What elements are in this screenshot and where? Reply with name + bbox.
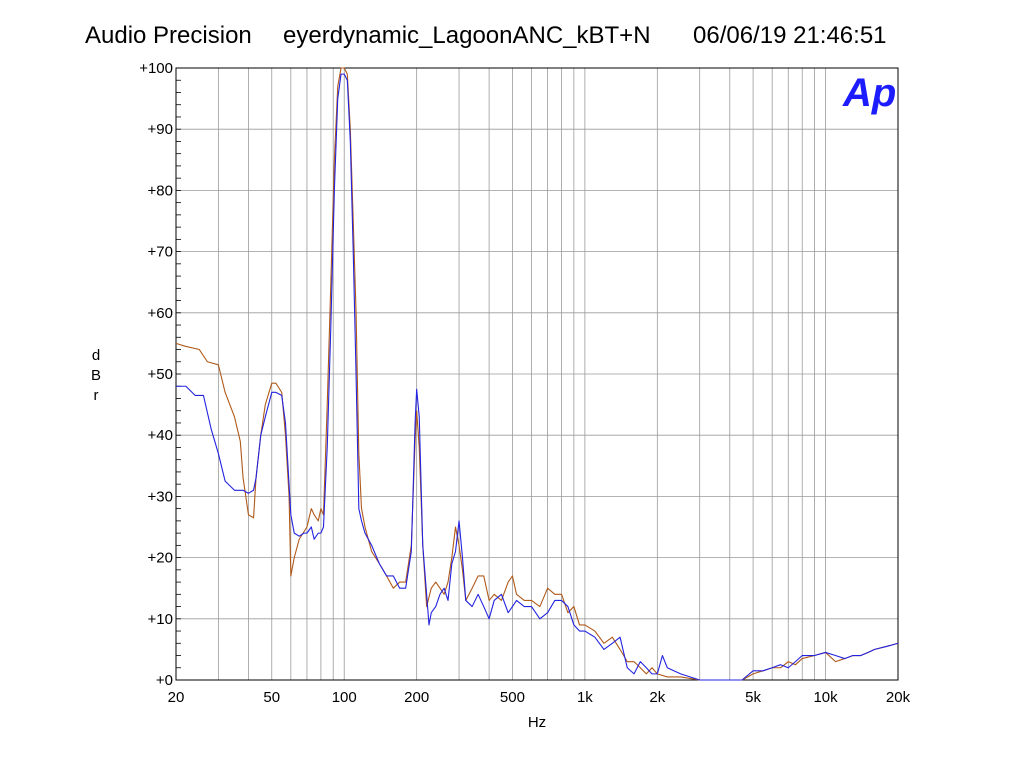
x-tick-label: 10k [813, 689, 838, 706]
y-tick-label: +80 [148, 182, 173, 199]
series-line-2 [176, 73, 899, 681]
header-filename: eyerdynamic_LagoonANC_kBT+N [283, 22, 651, 49]
y-tick-label: +90 [148, 121, 173, 138]
y-tick-label: +20 [148, 550, 173, 567]
y-tick-label: +60 [148, 305, 173, 322]
x-axis-label: Hz [528, 714, 546, 731]
x-tick-label: 500 [500, 689, 525, 706]
y-tick-labels: +0 +10 +20 +30 +40 +50 +60 +70 +80 +90 +100 [139, 60, 173, 689]
x-tick-label: 2k [649, 689, 665, 706]
y-tick-label: +70 [148, 244, 173, 261]
x-tick-label: 5k [745, 689, 761, 706]
grid [176, 68, 898, 680]
y-minor-ticks [176, 67, 181, 681]
chart-header: Audio Precision eyerdynamic_LagoonANC_kB… [85, 22, 900, 52]
x-tick-label: 50 [263, 689, 280, 706]
x-tick-label: 100 [332, 689, 357, 706]
header-timestamp: 06/06/19 21:46:51 [693, 22, 887, 49]
x-tick-label: 200 [404, 689, 429, 706]
x-tick-label: 20 [168, 689, 185, 706]
x-tick-labels: 20 50 100 200 500 1k 2k 5k 10k 20k [168, 689, 911, 706]
series-group [175, 67, 899, 681]
ap-logo: Ap [842, 71, 896, 115]
y-tick-label: +50 [148, 366, 173, 383]
y-tick-label: +40 [148, 427, 173, 444]
y-tick-label: +0 [156, 672, 173, 689]
y-tick-label: +30 [148, 488, 173, 505]
header-brand: Audio Precision [85, 22, 252, 49]
y-tick-label: +10 [148, 611, 173, 628]
y-tick-label: +100 [139, 60, 173, 77]
x-tick-label: 20k [886, 689, 911, 706]
x-tick-label: 1k [577, 689, 593, 706]
